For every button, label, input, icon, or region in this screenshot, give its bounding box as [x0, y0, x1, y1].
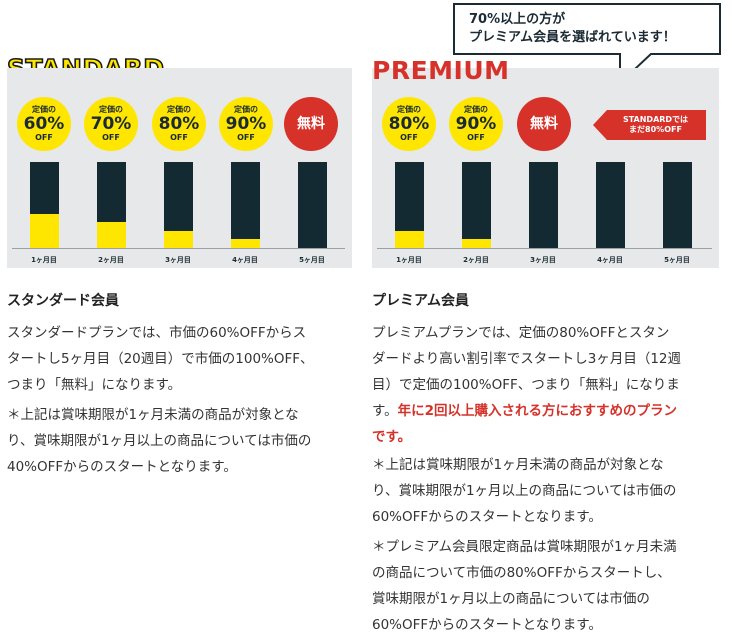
bar-fill — [462, 239, 491, 248]
premium-bar-3 — [529, 162, 558, 248]
desc-line: す。年に2回以上購入される方におすすめのプラン — [372, 398, 681, 424]
badge-top-text: 定価の — [99, 105, 123, 114]
month-label: 4ヶ月目 — [232, 256, 258, 264]
month-label: 2ヶ月目 — [463, 256, 489, 264]
bar-fill — [164, 230, 193, 248]
note-line: 賞味期限が1ヶ月以上の商品については市価の — [372, 591, 650, 607]
note-line: 40%OFFからのスタートとなります。 — [7, 459, 237, 475]
badge-main-text: 70% — [90, 114, 132, 134]
badge-top-text: 定価の — [234, 105, 258, 114]
premium-badge-2: 定価の 90% OFF — [449, 97, 503, 151]
badge-bottom-text: OFF — [102, 133, 120, 142]
premium-bar-1 — [395, 162, 424, 248]
standard-badge-3: 定価の 80% OFF — [152, 97, 206, 151]
standard-member-title: スタンダード会員 — [7, 293, 119, 309]
badge-top-text: 定価の — [397, 105, 421, 114]
standard-compare-tag: STANDARDでは まだ80%OFF — [593, 110, 706, 140]
month-label: 2ヶ月目 — [98, 256, 124, 264]
chart-baseline — [377, 248, 712, 249]
month-label: 5ヶ月目 — [664, 256, 690, 264]
standard-bar-1 — [30, 162, 59, 248]
standard-badge-4: 定価の 90% OFF — [219, 97, 273, 151]
desc-line: プレミアムプランでは、定価の80%OFFとスタン — [372, 325, 670, 341]
standard-bar-5 — [298, 162, 327, 248]
badge-main-text: 60% — [23, 114, 65, 134]
badge-bottom-text: OFF — [467, 133, 485, 142]
bar-fill — [395, 230, 424, 248]
desc-line: 目）で定価の100%OFF、つまり「無料」になりま — [372, 377, 680, 393]
free-label: 無料 — [530, 116, 558, 132]
badge-main-text: 80% — [158, 114, 200, 134]
bar-fill — [97, 222, 126, 248]
badge-bottom-text: OFF — [400, 133, 418, 142]
standard-badge-1: 定価の 60% OFF — [17, 97, 71, 151]
badge-bottom-text: OFF — [170, 133, 188, 142]
premium-bar-4 — [596, 162, 625, 248]
badge-bottom-text: OFF — [35, 133, 53, 142]
bubble-text: 70%以上の方が プレミアム会員を選ばれています！ — [469, 11, 676, 47]
free-label: 無料 — [297, 116, 325, 132]
desc-line: ダードより高い割引率でスタートし3ヶ月目（12週 — [372, 351, 681, 367]
recommend-highlight-end: です。 — [372, 429, 412, 445]
tag-text: STANDARDでは まだ80%OFF — [607, 115, 704, 135]
note-line: の商品について市価の80%OFFからスタートし、 — [372, 565, 671, 581]
month-label: 1ヶ月目 — [396, 256, 422, 264]
premium-bar-2 — [462, 162, 491, 248]
standard-free-badge: 無料 — [284, 97, 338, 151]
badge-top-text: 定価の — [32, 105, 56, 114]
badge-top-text: 定価の — [464, 105, 488, 114]
speech-bubble: 70%以上の方が プレミアム会員を選ばれています！ — [453, 3, 721, 55]
month-label: 5ヶ月目 — [299, 256, 325, 264]
badge-main-text: 90% — [455, 114, 497, 134]
recommend-highlight: 年に2回以上購入される方におすすめのプラン — [397, 403, 678, 419]
standard-bar-2 — [97, 162, 126, 248]
chart-baseline — [12, 248, 345, 249]
tag-line-1: STANDARDでは — [622, 115, 689, 124]
bubble-line-1: 70%以上の方が — [469, 12, 566, 27]
note-line: 60%OFFからのスタートとなります。 — [372, 617, 602, 633]
month-label: 3ヶ月目 — [165, 256, 191, 264]
desc-line: つまり「無料」になります。 — [7, 377, 182, 393]
premium-title: PREMIUM — [372, 56, 510, 85]
desc-line: タートし5ヶ月目（20週目）で市価の100%OFF、 — [7, 351, 314, 367]
note-line: ＊上記は賞味期限が1ヶ月未満の商品が対象とな — [372, 457, 664, 473]
badge-bottom-text: OFF — [237, 133, 255, 142]
premium-description: プレミアムプランでは、定価の80%OFFとスタン ダードより高い割引率でスタート… — [372, 320, 681, 450]
standard-note: ＊上記は賞味期限が1ヶ月未満の商品が対象とな り、賞味期限が1ヶ月以上の商品につ… — [7, 402, 311, 480]
standard-bar-3 — [164, 162, 193, 248]
bar-fill — [231, 239, 260, 248]
month-label: 3ヶ月目 — [530, 256, 556, 264]
arrow-tag-icon — [593, 110, 706, 140]
bubble-line-2: プレミアム会員を選ばれています！ — [469, 30, 676, 45]
desc-plain: す。 — [372, 403, 398, 419]
note-line: ＊プレミアム会員限定商品は賞味期限が1ヶ月未満 — [372, 539, 677, 555]
tag-line-2: まだ80%OFF — [629, 125, 682, 134]
badge-main-text: 80% — [388, 114, 430, 134]
desc-line: スタンダードプランでは、市価の60%OFFからス — [7, 325, 307, 341]
badge-main-text: 90% — [225, 114, 267, 134]
note-line: ＊上記は賞味期限が1ヶ月未満の商品が対象とな — [7, 407, 299, 423]
bar-fill — [30, 213, 59, 248]
premium-note-1: ＊上記は賞味期限が1ヶ月未満の商品が対象とな り、賞味期限が1ヶ月以上の商品につ… — [372, 452, 676, 530]
month-label: 4ヶ月目 — [597, 256, 623, 264]
standard-description: スタンダードプランでは、市価の60%OFFからス タートし5ヶ月目（20週目）で… — [7, 320, 314, 398]
badge-top-text: 定価の — [167, 105, 191, 114]
premium-badge-1: 定価の 80% OFF — [382, 97, 436, 151]
standard-badge-2: 定価の 70% OFF — [84, 97, 138, 151]
premium-member-title: プレミアム会員 — [372, 293, 470, 309]
premium-bar-5 — [663, 162, 692, 248]
standard-bar-4 — [231, 162, 260, 248]
note-line: 60%OFFからのスタートとなります。 — [372, 509, 602, 525]
note-line: り、賞味期限が1ヶ月以上の商品については市価の — [7, 433, 312, 449]
premium-free-badge: 無料 — [517, 97, 571, 151]
note-line: り、賞味期限が1ヶ月以上の商品については市価の — [372, 483, 677, 499]
month-label: 1ヶ月目 — [31, 256, 57, 264]
premium-note-2: ＊プレミアム会員限定商品は賞味期限が1ヶ月未満 の商品について市価の80%OFF… — [372, 534, 677, 638]
